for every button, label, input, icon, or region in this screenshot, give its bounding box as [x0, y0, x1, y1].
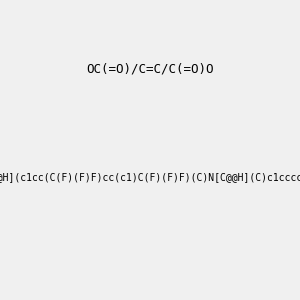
Text: OC(=O)/C=C/C(=O)O: OC(=O)/C=C/C(=O)O	[86, 62, 214, 76]
Text: [C@H](c1cc(C(F)(F)F)cc(c1)C(F)(F)F)(C)N[C@@H](C)c1ccccc1: [C@H](c1cc(C(F)(F)F)cc(c1)C(F)(F)F)(C)N[…	[0, 172, 300, 182]
